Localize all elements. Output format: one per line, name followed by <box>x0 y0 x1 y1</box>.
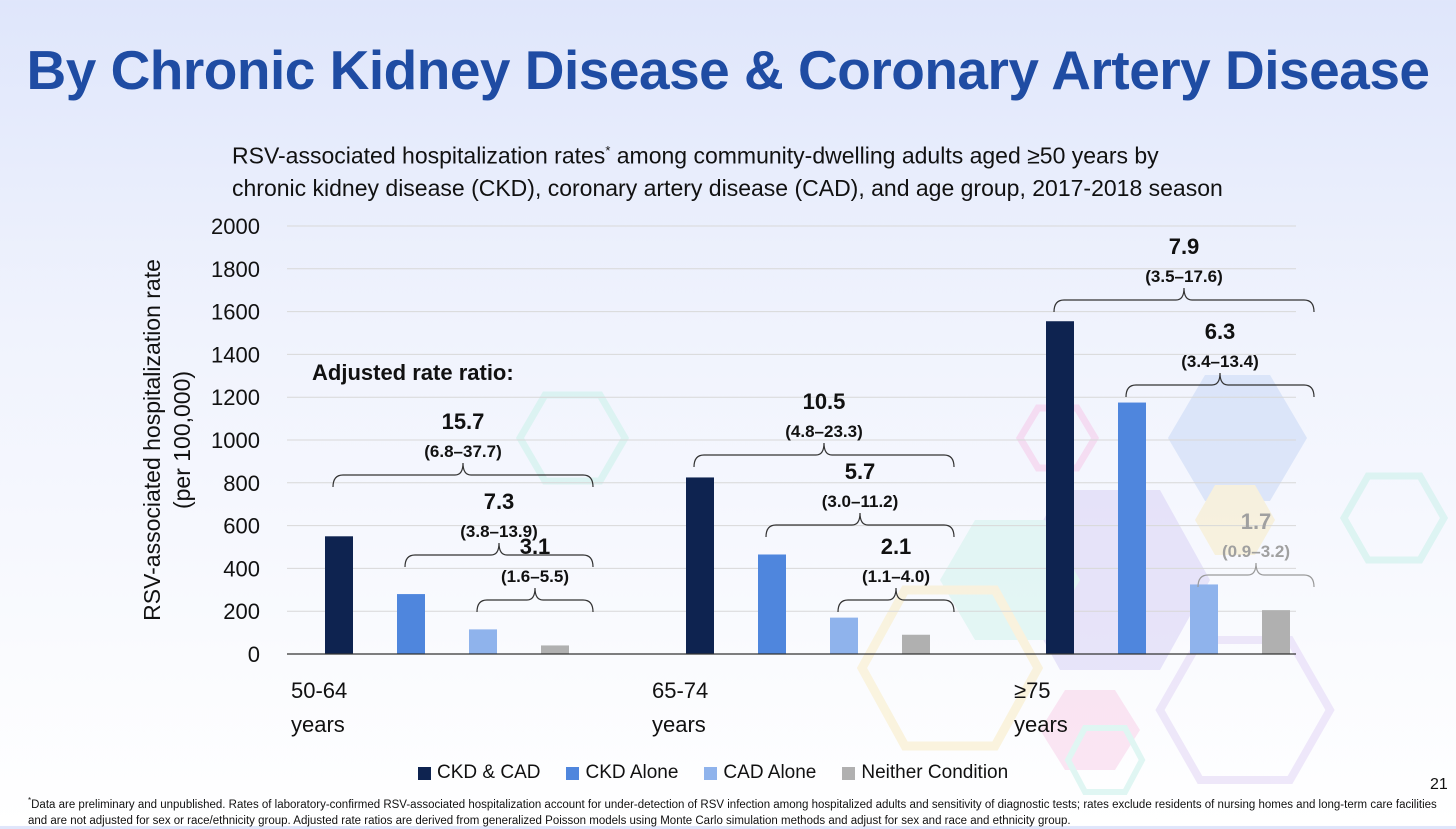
rate-ratio-heading: Adjusted rate ratio: <box>312 360 514 385</box>
rate-ratio-ci: (1.6–5.5) <box>501 567 569 586</box>
rate-ratio-value: 6.3 <box>1205 319 1236 344</box>
hexagon-decoration <box>1195 485 1275 555</box>
legend-label: CAD Alone <box>723 762 817 783</box>
y-tick-label: 2000 <box>211 214 260 239</box>
legend-item-cad-alone: CAD Alone <box>704 762 816 784</box>
y-tick-label: 0 <box>248 642 260 667</box>
rate-ratio-value: 15.7 <box>442 409 485 434</box>
x-category-label-line2: years <box>652 712 706 737</box>
bracket <box>332 462 594 488</box>
subtitle-line2: chronic kidney disease (CKD), coronary a… <box>232 174 1223 201</box>
subtitle-main: RSV-associated hospitalization rates <box>232 142 606 169</box>
subtitle-footnote-mark: * <box>605 143 611 158</box>
rate-ratio-ci: (6.8–37.7) <box>424 442 502 461</box>
rate-ratio-value: 3.1 <box>520 534 551 559</box>
rate-ratio-ci: (1.1–4.0) <box>862 567 930 586</box>
x-category-label: ≥75 years <box>1014 674 1068 742</box>
footnote: *Data are preliminary and unpublished. R… <box>28 793 1448 829</box>
subtitle-line1-rest: among community-dwelling adults aged ≥50… <box>610 142 1159 169</box>
rate-ratio-value: 5.7 <box>845 459 876 484</box>
bar <box>1046 321 1074 654</box>
x-category-label: 65-74 years <box>652 674 708 742</box>
bar <box>1262 610 1290 654</box>
bar <box>1190 584 1218 654</box>
bracket <box>765 512 955 538</box>
page-number: 21 <box>1430 776 1448 793</box>
legend-label: CKD Alone <box>585 762 679 783</box>
hexagon-decoration <box>1339 472 1449 564</box>
x-category-label-line1: 65-74 <box>652 678 709 703</box>
x-category-label: 50-64 years <box>291 674 347 742</box>
hexagon-decoration <box>1015 404 1100 472</box>
y-tick-label: 800 <box>223 471 260 496</box>
bracket <box>476 587 594 613</box>
y-axis-label-line2: (per 100,000) <box>169 371 195 509</box>
bar <box>469 629 497 654</box>
y-tick-label: 600 <box>223 514 260 539</box>
hexagon-decoration <box>1155 636 1335 784</box>
rate-ratio-ci: (0.9–3.2) <box>1222 542 1290 561</box>
legend-item-ckd-alone: CKD Alone <box>566 762 678 784</box>
x-category-label-line1: ≥75 <box>1014 678 1051 703</box>
bar <box>686 477 714 654</box>
legend-label: CKD & CAD <box>437 762 541 783</box>
rate-ratio-value: 10.5 <box>803 389 846 414</box>
y-axis-tick-labels: 0 200 400 600 800 1000 1200 1400 1600 1800 2000 <box>211 214 260 667</box>
bar <box>758 554 786 654</box>
y-tick-label: 200 <box>223 599 260 624</box>
bar <box>325 536 353 654</box>
bracket <box>693 442 955 468</box>
y-tick-label: 400 <box>223 556 260 581</box>
bar <box>830 617 858 654</box>
bar <box>902 634 930 654</box>
bar <box>541 645 569 654</box>
rate-ratio-value: 7.3 <box>484 489 515 514</box>
rate-ratio-value: 7.9 <box>1169 234 1200 259</box>
legend-swatch <box>418 766 431 780</box>
chart-legend: CKD & CAD CKD Alone CAD Alone Neither Co… <box>418 762 1008 784</box>
y-axis-label-line1: RSV-associated hospitalization rate <box>139 259 165 621</box>
y-tick-label: 1400 <box>211 342 260 367</box>
rate-ratio-ci: (3.5–17.6) <box>1145 267 1223 286</box>
hexagon-decoration <box>856 585 1044 751</box>
y-tick-label: 1800 <box>211 257 260 282</box>
bracket <box>1197 562 1315 588</box>
bracket <box>837 587 955 613</box>
legend-swatch <box>704 766 718 780</box>
y-tick-label: 1200 <box>211 385 260 410</box>
y-tick-label: 1000 <box>211 428 260 453</box>
bars <box>325 321 1290 654</box>
bar <box>397 594 425 654</box>
rate-ratio-ci: (3.4–13.4) <box>1181 352 1259 371</box>
rate-ratio-brackets: 15.7 (6.8–37.7) 7.3 (3.8–13.9)3.1 (1.6–5.5) 1… <box>332 234 1315 613</box>
legend-label: Neither Condition <box>861 762 1009 783</box>
legend-item-neither: Neither Condition <box>842 762 1008 784</box>
bracket <box>404 542 594 568</box>
hexagon-decoration <box>940 520 1080 640</box>
x-category-label-line1: 50-64 <box>291 678 348 703</box>
hexagon-decoration <box>1168 375 1307 501</box>
rate-ratio-ci: (3.8–13.9) <box>460 522 538 541</box>
bar <box>1118 402 1146 654</box>
rate-ratio-value: 1.7 <box>1241 509 1272 534</box>
bracket <box>1125 372 1315 398</box>
x-category-label-line2: years <box>1014 712 1068 737</box>
legend-swatch <box>566 766 580 780</box>
rate-ratio-ci: (4.8–23.3) <box>785 422 863 441</box>
x-category-label-line2: years <box>291 712 345 737</box>
hexagon-decoration <box>1064 725 1146 795</box>
footnote-mark: * <box>28 796 32 805</box>
hexagon-decoration <box>515 391 630 485</box>
rate-ratio-value: 2.1 <box>881 534 912 559</box>
y-tick-label: 1600 <box>211 300 260 325</box>
legend-swatch <box>842 766 856 780</box>
footnote-text: Data are preliminary and unpublished. Ra… <box>28 798 1437 827</box>
rate-ratio-ci: (3.0–11.2) <box>822 492 899 511</box>
bracket <box>1053 287 1315 313</box>
legend-item-ckd-cad: CKD & CAD <box>418 762 540 784</box>
chart-subtitle: RSV-associated hospitalization rates* am… <box>232 135 1352 204</box>
slide-title: By Chronic Kidney Disease & Coronary Art… <box>26 39 1431 101</box>
